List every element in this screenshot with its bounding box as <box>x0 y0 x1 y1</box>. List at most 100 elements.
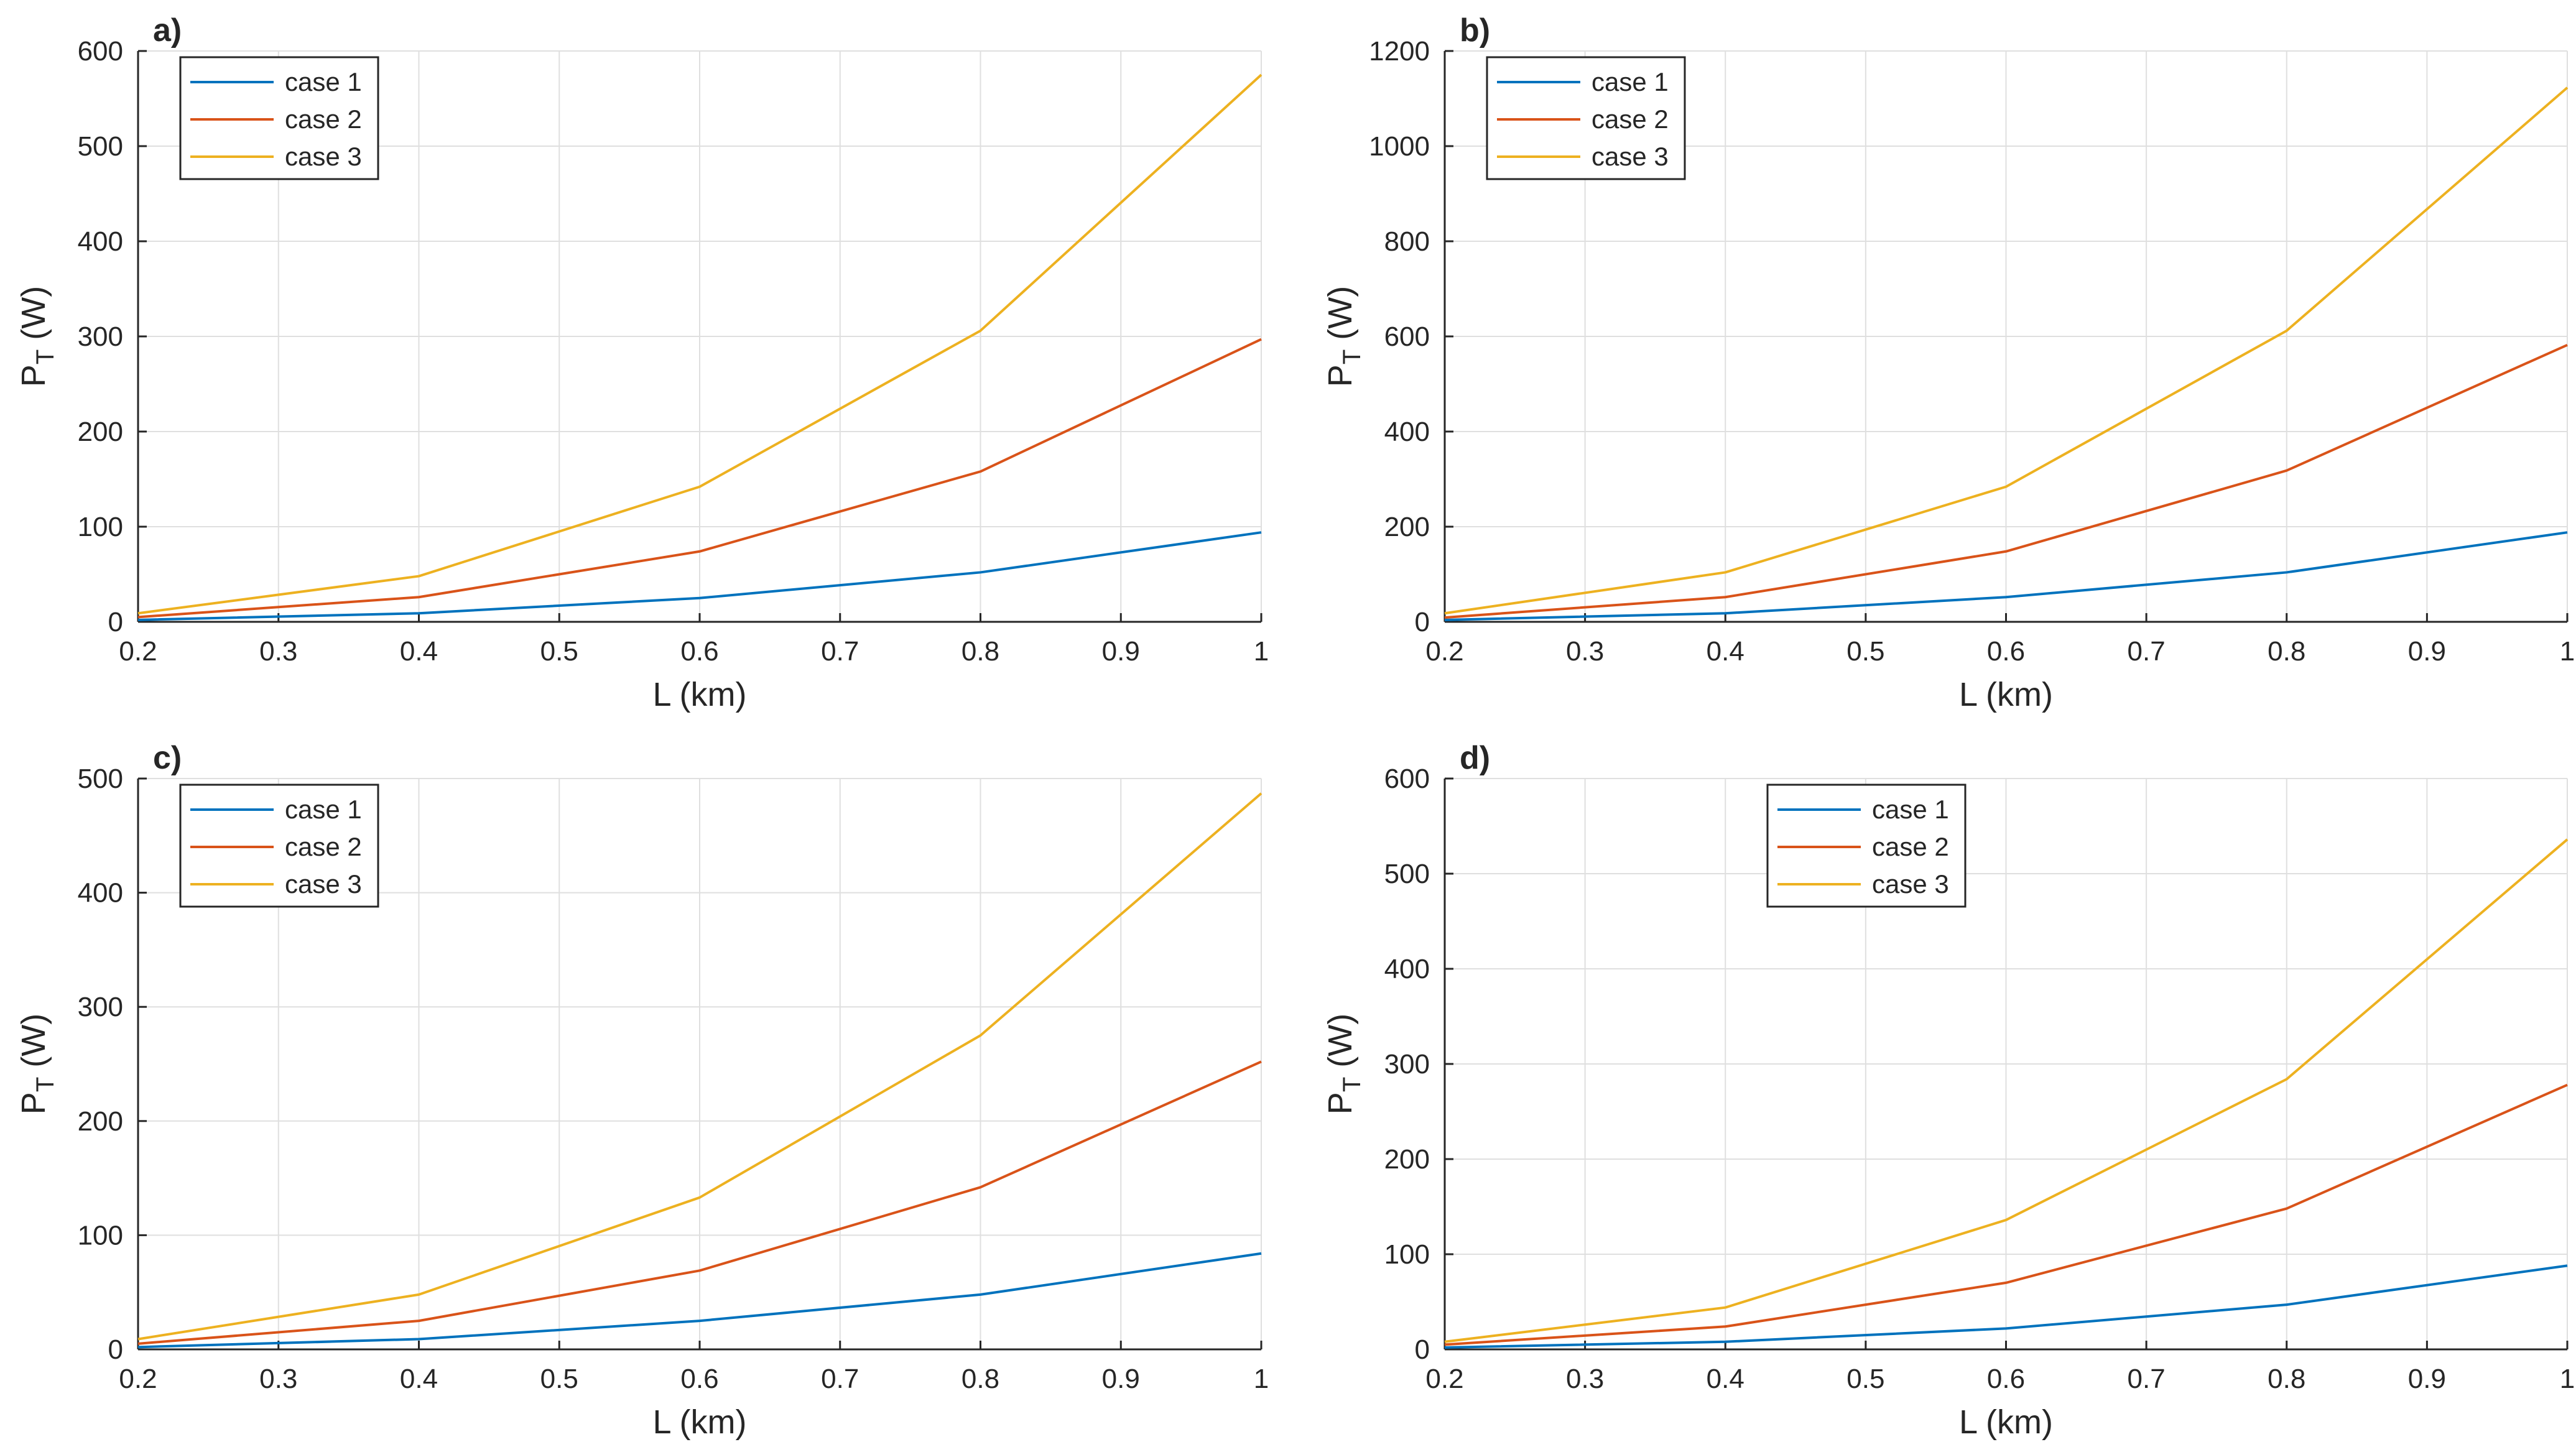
y-tick-label: 0 <box>108 607 123 637</box>
x-tick-label: 0.3 <box>259 636 297 667</box>
legend-label: case 1 <box>285 795 362 824</box>
x-tick-label: 0.2 <box>119 1364 157 1394</box>
x-tick-label: 1 <box>2560 1364 2575 1394</box>
x-tick-label: 0.3 <box>1566 636 1604 667</box>
x-tick-label: 0.5 <box>540 636 578 667</box>
y-tick-label: 400 <box>78 226 123 257</box>
legend: case 1 case 2 case 3 <box>179 784 379 908</box>
legend-label: case 3 <box>1591 142 1669 171</box>
y-tick-label: 1000 <box>1369 131 1430 162</box>
y-axis-label-main: P <box>1322 364 1359 387</box>
x-tick-label: 0.7 <box>821 1364 859 1394</box>
y-tick-label: 200 <box>1384 1144 1430 1175</box>
y-axis-label: PT (W) <box>1322 1014 1366 1114</box>
x-tick-label: 0.9 <box>1102 636 1140 667</box>
series-line-case-1 <box>1444 1264 2568 1349</box>
x-tick-label: 0.6 <box>1987 1364 2025 1394</box>
y-tick-label: 300 <box>78 992 123 1022</box>
series-line-case-3 <box>137 73 1263 615</box>
x-tick-label: 1 <box>1254 1364 1269 1394</box>
chart-panel-4: 0.2 0.3 0.4 0.5 0.6 0.7 0.8 0.9 1 0 100 200 300 400 50… <box>1322 740 2575 1441</box>
legend-label: case 2 <box>285 832 362 861</box>
series-line-case-1 <box>1444 531 2568 621</box>
y-tick-label: 0 <box>108 1334 123 1365</box>
y-tick-label: 600 <box>1384 764 1430 794</box>
chart-panel-2: 0.2 0.3 0.4 0.5 0.6 0.7 0.8 0.9 1 0 200 400 600 800 10… <box>1322 12 2575 713</box>
y-axis-label-unit: (W) <box>1322 1014 1359 1077</box>
x-tick-label: 0.5 <box>1846 636 1884 667</box>
legend: case 1 case 2 case 3 <box>1766 784 1967 908</box>
legend: case 1 case 2 case 3 <box>1486 56 1686 180</box>
y-tick-label: 100 <box>78 512 123 542</box>
series-line-case-1 <box>137 531 1262 621</box>
y-axis-label-unit: (W) <box>15 1014 52 1077</box>
panel-label: c) <box>153 740 182 776</box>
x-tick-label: 0.9 <box>1102 1364 1140 1394</box>
series-line-case-3 <box>137 792 1263 1341</box>
x-tick-label: 0.3 <box>259 1364 297 1394</box>
y-axis-label-unit: (W) <box>1322 286 1359 349</box>
panel-label: a) <box>153 12 182 49</box>
series-line-case-2 <box>137 1060 1262 1345</box>
y-axis-label-main: P <box>15 364 52 387</box>
y-tick-label: 600 <box>1384 321 1430 352</box>
y-axis-label-sub: T <box>32 1077 59 1092</box>
x-tick-label: 0.4 <box>1707 636 1744 667</box>
y-tick-label: 300 <box>78 321 123 352</box>
y-tick-label: 1200 <box>1369 36 1430 67</box>
legend-label: case 1 <box>1872 795 1949 824</box>
x-tick-label: 0.3 <box>1566 1364 1604 1394</box>
series-line-case-2 <box>1444 1083 2568 1346</box>
x-tick-label: 0.5 <box>540 1364 578 1394</box>
y-tick-label: 500 <box>78 131 123 162</box>
y-axis-label-sub: T <box>1338 1077 1366 1092</box>
y-tick-label: 400 <box>78 878 123 908</box>
y-tick-label: 500 <box>78 764 123 794</box>
x-axis-label: L (km) <box>1959 1403 2053 1441</box>
y-tick-label: 400 <box>1384 954 1430 984</box>
series-line-case-3 <box>1444 86 2569 615</box>
legend-label: case 2 <box>285 104 362 134</box>
grid <box>1444 778 2568 1350</box>
panel-label: d) <box>1460 740 1490 776</box>
x-tick-label: 0.9 <box>2408 636 2446 667</box>
legend: case 1 case 2 case 3 <box>179 56 379 180</box>
x-tick-label: 1 <box>2560 636 2575 667</box>
y-tick-label: 500 <box>1384 859 1430 889</box>
x-tick-label: 0.8 <box>961 636 999 667</box>
series-line-case-2 <box>1444 343 2568 619</box>
x-tick-label: 0.9 <box>2408 1364 2446 1394</box>
x-tick-label: 0.6 <box>680 636 718 667</box>
y-axis-label: PT (W) <box>15 286 59 387</box>
panel-label: b) <box>1460 12 1490 49</box>
x-tick-label: 0.8 <box>2268 636 2305 667</box>
chart-panel-1: 0.2 0.3 0.4 0.5 0.6 0.7 0.8 0.9 1 0 100 200 300 400 50… <box>15 12 1269 713</box>
x-tick-label: 0.2 <box>119 636 157 667</box>
legend-label: case 1 <box>1591 67 1669 96</box>
y-axis-label-sub: T <box>1338 349 1366 364</box>
legend-label: case 3 <box>285 869 362 899</box>
x-tick-label: 1 <box>1254 636 1269 667</box>
series-line-case-2 <box>137 338 1262 619</box>
y-tick-label: 600 <box>78 36 123 67</box>
x-tick-label: 0.2 <box>1425 1364 1463 1394</box>
y-tick-label: 100 <box>1384 1239 1430 1270</box>
x-axis-label: L (km) <box>653 1403 747 1441</box>
chart-panel-3: 0.2 0.3 0.4 0.5 0.6 0.7 0.8 0.9 1 0 100 200 300 400 50… <box>15 740 1269 1441</box>
legend-label: case 3 <box>285 142 362 171</box>
x-axis-label: L (km) <box>653 676 747 713</box>
x-tick-label: 0.2 <box>1425 636 1463 667</box>
x-tick-label: 0.4 <box>400 1364 438 1394</box>
y-axis-label-main: P <box>15 1092 52 1114</box>
series-line-case-1 <box>137 1252 1262 1349</box>
y-tick-label: 800 <box>1384 226 1430 257</box>
x-tick-label: 0.6 <box>1987 636 2025 667</box>
x-tick-label: 0.6 <box>680 1364 718 1394</box>
x-tick-label: 0.4 <box>1707 1364 1744 1394</box>
series-line-case-3 <box>1444 838 2569 1343</box>
y-tick-label: 0 <box>1415 1334 1430 1365</box>
legend-label: case 2 <box>1872 832 1949 861</box>
x-tick-label: 0.4 <box>400 636 438 667</box>
x-tick-label: 0.7 <box>821 636 859 667</box>
